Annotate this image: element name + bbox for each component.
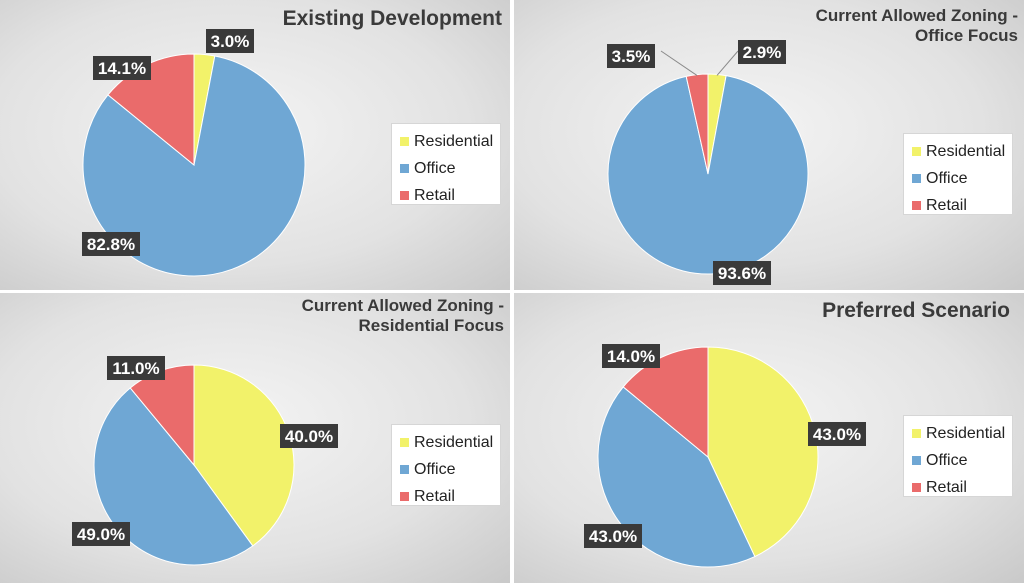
data-label-text: 43.0% (813, 425, 861, 444)
chart-title: Current Allowed Zoning - Residential Foc… (301, 296, 504, 336)
data-label-office: 49.0% (72, 522, 130, 546)
data-label-retail: 3.5% (607, 44, 655, 68)
data-label-box (607, 44, 655, 68)
legend-swatch (912, 429, 921, 438)
legend-item-retail: Retail (400, 483, 500, 510)
chart-panel-office-focus: 2.9% 93.6% 3.5% Current Allowed Zoning - O… (514, 0, 1024, 290)
chart-legend: Residential Office Retail (903, 415, 1013, 497)
data-label-box (808, 422, 866, 446)
data-label-text: 49.0% (77, 525, 125, 544)
chart-panel-existing-development: 3.0% 82.8% 14.1% Existing Development Resi… (0, 0, 510, 290)
data-label-box (738, 40, 786, 64)
data-label-text: 43.0% (589, 527, 637, 546)
legend-swatch (912, 483, 921, 492)
data-label-box (72, 522, 130, 546)
legend-swatch (912, 174, 921, 183)
data-label-box (602, 344, 660, 368)
data-label-box (93, 56, 151, 80)
chart-legend: Residential Office Retail (391, 424, 501, 506)
data-label-text: 93.6% (718, 264, 766, 283)
data-label-office: 82.8% (82, 232, 140, 256)
legend-swatch (912, 201, 921, 210)
data-label-residential: 40.0% (280, 424, 338, 448)
chart-legend: Residential Office Retail (903, 133, 1013, 215)
pie-slice-office (82, 55, 306, 277)
leader-line-retail (660, 50, 698, 77)
chart-title: Existing Development (282, 7, 502, 30)
legend-swatch (400, 465, 409, 474)
legend-item-office: Office (400, 456, 500, 483)
data-label-box (206, 29, 254, 53)
data-label-box (584, 524, 642, 548)
legend-item-residential: Residential (400, 429, 500, 456)
data-label-retail: 14.0% (602, 344, 660, 368)
chart-title: Preferred Scenario (822, 299, 1010, 322)
legend-item-retail: Retail (912, 474, 1012, 501)
legend-item-residential: Residential (912, 138, 1012, 165)
pie-svg: 3.0% 82.8% 14.1% (82, 29, 306, 277)
data-label-text: 82.8% (87, 235, 135, 254)
legend-swatch (912, 456, 921, 465)
chart-panel-preferred-scenario: 43.0% 43.0% 14.0% Preferred Scenario Resid… (514, 293, 1024, 583)
chart-legend: Residential Office Retail (391, 123, 501, 205)
data-label-text: 14.0% (607, 347, 655, 366)
legend-swatch (912, 147, 921, 156)
legend-item-office: Office (912, 165, 1012, 192)
data-label-text: 14.1% (98, 59, 146, 78)
pie-svg: 2.9% 93.6% 3.5% (607, 40, 809, 285)
data-label-box (107, 356, 165, 380)
legend-item-retail: Retail (912, 192, 1012, 219)
legend-item-residential: Residential (400, 128, 500, 155)
data-label-retail: 14.1% (93, 56, 151, 80)
legend-swatch (400, 438, 409, 447)
legend-swatch (400, 191, 409, 200)
data-label-text: 40.0% (285, 427, 333, 446)
data-label-text: 3.0% (211, 32, 250, 51)
data-label-text: 11.0% (112, 359, 159, 378)
legend-swatch (400, 492, 409, 501)
data-label-residential: 43.0% (808, 422, 866, 446)
legend-item-office: Office (400, 155, 500, 182)
data-label-box (82, 232, 140, 256)
data-label-retail: 11.0% (107, 356, 165, 380)
data-label-text: 2.9% (743, 43, 782, 62)
data-label-text: 3.5% (612, 47, 651, 66)
legend-item-retail: Retail (400, 182, 500, 209)
legend-swatch (400, 137, 409, 146)
pie-svg: 43.0% 43.0% 14.0% (584, 344, 866, 568)
leader-line-residential (716, 50, 739, 76)
data-label-office: 43.0% (584, 524, 642, 548)
chart-title: Current Allowed Zoning - Office Focus (815, 6, 1018, 46)
pie-slice-retail (685, 73, 709, 175)
data-label-box (713, 261, 771, 285)
data-label-office: 93.6% (713, 261, 771, 285)
pie-svg: 40.0% 49.0% 11.0% (72, 356, 338, 566)
legend-item-office: Office (912, 447, 1012, 474)
pie-slice-retail (622, 346, 709, 459)
pie-slice-office (607, 75, 809, 275)
data-label-box (280, 424, 338, 448)
legend-item-residential: Residential (912, 420, 1012, 447)
data-label-residential: 2.9% (738, 40, 786, 64)
data-label-residential: 3.0% (206, 29, 254, 53)
chart-panel-residential-focus: 40.0% 49.0% 11.0% Current Allowed Zoning -… (0, 293, 510, 583)
legend-swatch (400, 164, 409, 173)
